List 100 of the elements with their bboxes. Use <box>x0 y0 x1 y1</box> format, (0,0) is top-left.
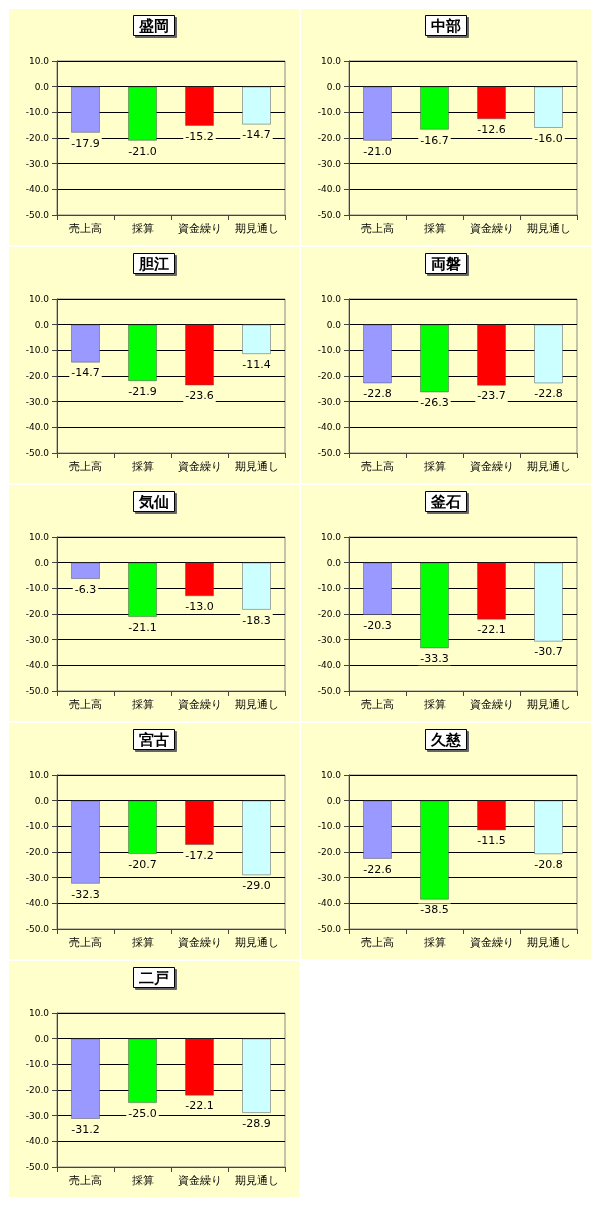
y-tick-label: -50.0 <box>25 448 50 458</box>
y-tick-label: -40.0 <box>25 1136 50 1147</box>
chart-title: 中部 <box>431 16 461 35</box>
y-tick-label: 0.0 <box>326 319 342 330</box>
y-tick-label: 0.0 <box>34 795 50 806</box>
chart-title: 宮古 <box>139 730 169 749</box>
x-tick-label: 売上高 <box>69 698 102 711</box>
y-tick-label: -40.0 <box>25 660 50 671</box>
data-label: -21.0 <box>363 144 392 158</box>
chart-title: 胆江 <box>138 254 169 273</box>
data-label: -14.7 <box>242 128 271 142</box>
x-tick-label: 売上高 <box>361 698 394 711</box>
data-label: -17.9 <box>71 136 100 150</box>
y-tick-label: -20.0 <box>25 1085 50 1095</box>
y-tick-label: 0.0 <box>326 795 342 806</box>
y-tick-label: -50.0 <box>25 1162 50 1172</box>
x-tick-label: 期見通し <box>526 460 571 473</box>
y-tick-label: -50.0 <box>25 210 50 220</box>
x-tick-label: 期見通し <box>234 1174 279 1187</box>
y-tick-label: -10.0 <box>317 345 342 356</box>
y-tick-label: -50.0 <box>25 686 50 696</box>
y-tick-label: 10.0 <box>28 294 50 304</box>
data-label: -22.6 <box>363 862 392 876</box>
y-tick-label: 10.0 <box>320 770 342 780</box>
data-label: -22.1 <box>185 1099 214 1113</box>
x-tick-label: 採算 <box>423 936 446 949</box>
data-label: -22.1 <box>477 623 506 637</box>
y-tick-label: 10.0 <box>320 532 342 542</box>
x-tick-label: 期見通し <box>526 936 571 949</box>
y-tick-label: -30.0 <box>317 872 342 883</box>
x-tick-label: 採算 <box>131 936 154 949</box>
y-tick-label: -10.0 <box>317 583 342 594</box>
data-label: -12.6 <box>477 123 506 137</box>
y-tick-label: -50.0 <box>317 924 342 934</box>
x-tick-label: 売上高 <box>361 936 394 949</box>
y-tick-label: -40.0 <box>317 422 342 433</box>
chart-title: 久慈 <box>430 730 462 749</box>
data-label: -16.0 <box>534 131 563 145</box>
x-tick-label: 売上高 <box>361 460 394 473</box>
y-tick-label: -10.0 <box>25 345 50 356</box>
data-label: -6.3 <box>74 582 97 596</box>
x-tick-label: 売上高 <box>69 460 102 473</box>
y-tick-label: 10.0 <box>28 532 50 542</box>
y-tick-label: -30.0 <box>317 634 342 645</box>
y-tick-label: 0.0 <box>34 81 50 92</box>
x-tick-label: 売上高 <box>69 936 102 949</box>
x-tick-label: 期見通し <box>234 222 279 235</box>
y-tick-label: -30.0 <box>317 396 342 407</box>
y-tick-label: -40.0 <box>317 184 342 195</box>
x-tick-label: 資金繰り <box>177 1174 222 1187</box>
x-tick-label: 採算 <box>131 1174 154 1187</box>
chart-title: 両磐 <box>431 254 461 273</box>
data-label: -29.0 <box>242 879 271 893</box>
x-tick-label: 期見通し <box>526 222 571 235</box>
y-tick-label: -20.0 <box>317 133 342 143</box>
chart-title: 釜石 <box>430 492 461 511</box>
y-tick-label: 10.0 <box>28 1008 50 1018</box>
y-tick-label: -20.0 <box>25 847 50 857</box>
y-tick-label: -10.0 <box>25 583 50 594</box>
y-tick-label: -50.0 <box>25 924 50 934</box>
y-tick-label: 10.0 <box>320 294 342 304</box>
y-tick-label: -30.0 <box>25 634 50 645</box>
data-label: -13.0 <box>185 600 214 614</box>
x-tick-label: 資金繰り <box>469 936 514 949</box>
y-tick-label: -20.0 <box>25 609 50 619</box>
data-label: -20.8 <box>534 858 563 872</box>
data-label: -21.1 <box>128 620 157 634</box>
y-tick-label: -40.0 <box>317 898 342 909</box>
y-tick-label: -10.0 <box>25 107 50 118</box>
x-tick-label: 資金繰り <box>177 936 222 949</box>
data-label: -20.3 <box>363 618 392 632</box>
chart-title: 盛岡 <box>138 16 169 35</box>
data-label: -22.8 <box>534 387 563 401</box>
x-tick-label: 採算 <box>131 698 154 711</box>
chart-title: 気仙 <box>138 492 169 511</box>
x-tick-label: 資金繰り <box>177 222 222 235</box>
y-tick-label: -20.0 <box>317 371 342 381</box>
data-label: -31.2 <box>71 1122 100 1136</box>
x-tick-label: 売上高 <box>69 222 102 235</box>
x-tick-label: 採算 <box>423 460 446 473</box>
x-tick-label: 資金繰り <box>177 460 222 473</box>
y-tick-label: -10.0 <box>25 1059 50 1070</box>
x-tick-label: 期見通し <box>526 698 571 711</box>
data-label: -38.5 <box>420 903 449 917</box>
x-tick-label: 売上高 <box>361 222 394 235</box>
y-tick-label: -40.0 <box>25 422 50 433</box>
y-tick-label: -10.0 <box>25 821 50 832</box>
y-tick-label: -20.0 <box>25 133 50 143</box>
y-tick-label: 0.0 <box>34 319 50 330</box>
data-label: -18.3 <box>242 613 271 627</box>
y-tick-label: -50.0 <box>317 448 342 458</box>
x-tick-label: 期見通し <box>234 936 279 949</box>
data-label: -21.9 <box>128 384 157 398</box>
data-label: -23.6 <box>185 389 214 403</box>
y-tick-label: -40.0 <box>25 184 50 195</box>
x-tick-label: 採算 <box>131 222 154 235</box>
chart-title: 二戸 <box>139 968 169 987</box>
y-tick-label: -30.0 <box>25 158 50 169</box>
y-tick-label: -20.0 <box>317 609 342 619</box>
data-label: -25.0 <box>128 1106 157 1120</box>
